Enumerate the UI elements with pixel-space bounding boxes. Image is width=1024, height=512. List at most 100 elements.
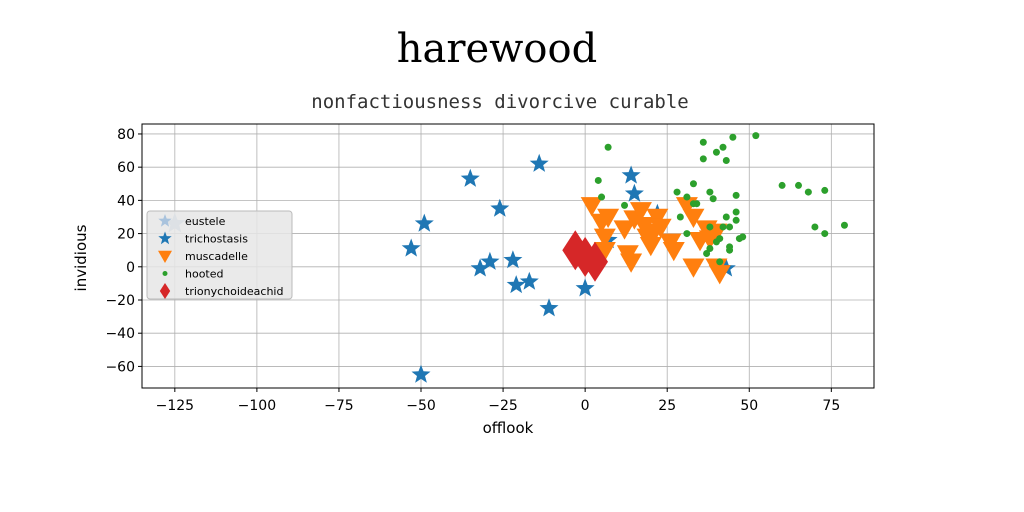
data-point (699, 138, 707, 146)
data-point (593, 241, 616, 262)
data-point (503, 250, 523, 269)
legend-label: hooted (185, 268, 224, 281)
chart-title: harewood (397, 26, 597, 72)
data-point (460, 168, 480, 187)
data-point (778, 181, 786, 189)
x-axis-ticks: −125 −100 −75 −50 −25 0 25 50 75 (156, 388, 840, 414)
y-tick-label: 60 (117, 160, 135, 176)
data-point (581, 241, 608, 282)
x-tick-label: 50 (740, 398, 758, 414)
data-point (712, 148, 720, 156)
x-tick-label: 25 (658, 398, 676, 414)
data-point (480, 251, 500, 270)
data-point (682, 208, 705, 228)
legend-marker (158, 250, 172, 263)
data-point (620, 253, 643, 273)
data-point (401, 238, 421, 257)
data-point (709, 195, 717, 203)
data-point (726, 246, 734, 254)
data-point (624, 183, 644, 202)
series-muscadelle (580, 197, 731, 285)
plot-area (141, 123, 875, 389)
series-trichostasis (401, 153, 736, 383)
data-point (633, 217, 656, 237)
plot-points (164, 132, 848, 383)
series-hooted (594, 132, 848, 266)
data-point (649, 218, 672, 238)
data-point (562, 230, 589, 271)
data-point (703, 250, 711, 258)
legend: eustele trichostasis muscadelle hooted trion… (146, 210, 293, 300)
series-trionychoideachid (562, 230, 608, 282)
y-tick-label: 80 (117, 127, 135, 143)
data-point (597, 208, 620, 228)
legend-box (146, 210, 293, 300)
legend-label: trionychoideachid (185, 285, 283, 298)
data-point (719, 223, 727, 231)
y-tick-label: −60 (105, 359, 135, 375)
data-point (593, 228, 616, 248)
data-point (722, 157, 730, 165)
y-tick-label: −40 (105, 326, 135, 342)
data-point (689, 200, 697, 208)
data-point (639, 236, 662, 257)
data-point (722, 213, 730, 221)
data-point (414, 213, 434, 232)
data-point (575, 278, 595, 297)
legend-label: trichostasis (185, 233, 248, 246)
x-tick-label: −50 (406, 398, 436, 414)
y-tick-label: 20 (117, 227, 135, 243)
data-point (506, 275, 526, 294)
data-point (683, 230, 691, 238)
y-tick-label: 40 (117, 193, 135, 209)
data-point (580, 197, 603, 217)
data-point (529, 153, 549, 172)
data-point (490, 198, 510, 217)
data-point (594, 176, 602, 184)
data-point (795, 181, 803, 189)
x-axis-label: offlook (483, 419, 534, 437)
y-tick-label: −20 (105, 293, 135, 309)
y-tick-label: 0 (126, 260, 135, 276)
data-point (726, 223, 734, 231)
data-point (689, 180, 697, 188)
x-tick-label: 75 (822, 398, 840, 414)
data-point (840, 221, 848, 229)
data-point (732, 216, 740, 224)
x-tick-label: −75 (324, 398, 354, 414)
data-point (708, 265, 731, 285)
data-point (676, 213, 684, 221)
y-axis-label: invidious (72, 224, 90, 291)
legend-marker (162, 271, 168, 276)
x-tick-label: 0 (581, 398, 590, 414)
data-point (411, 364, 431, 383)
data-point (712, 238, 720, 246)
data-point (470, 258, 490, 277)
data-point (598, 193, 606, 201)
data-point (752, 132, 760, 140)
legend-marker (158, 231, 172, 245)
data-point (716, 258, 724, 266)
data-point (732, 191, 740, 199)
data-point (706, 245, 714, 253)
x-tick-label: −25 (488, 398, 518, 414)
data-point (729, 133, 737, 141)
chart-subtitle: nonfactiousness divorcive curable (311, 91, 689, 113)
data-point (682, 258, 705, 278)
data-point (683, 193, 691, 201)
data-point (629, 202, 652, 222)
data-point (821, 186, 829, 194)
legend-label: eustele (185, 215, 226, 228)
data-point (739, 233, 747, 241)
legend-marker (158, 214, 172, 227)
data-point (706, 188, 714, 196)
data-point (673, 188, 681, 196)
data-point (613, 220, 636, 240)
data-point (699, 155, 707, 163)
data-point (604, 143, 612, 151)
data-point (821, 230, 829, 238)
legend-label: muscadelle (185, 250, 248, 263)
data-point (732, 208, 740, 216)
legend-marker (159, 283, 171, 299)
